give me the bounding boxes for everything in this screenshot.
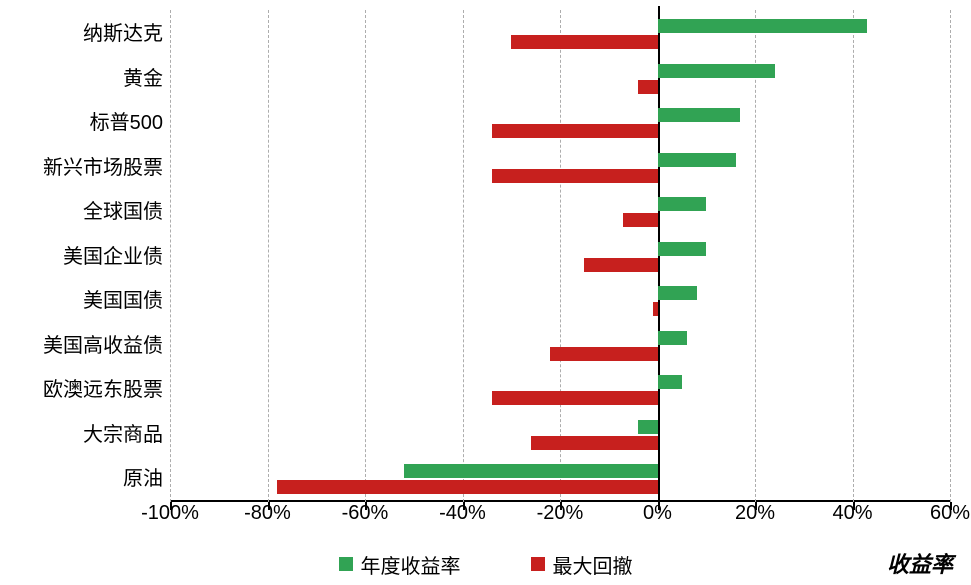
bar-max-drawdown xyxy=(638,80,658,94)
bar-max-drawdown xyxy=(492,391,658,405)
bar-max-drawdown xyxy=(550,347,657,361)
bar-annual-return xyxy=(658,197,707,211)
chart-container: 年度收益率 最大回撤 收益率 纳斯达克黄金标普500新兴市场股票全球国债美国企业… xyxy=(0,0,971,585)
gridline xyxy=(950,10,951,502)
bar-max-drawdown xyxy=(584,258,657,272)
x-tick-label: -20% xyxy=(520,502,600,525)
bar-max-drawdown xyxy=(277,480,657,494)
x-tick-label: 20% xyxy=(715,502,795,525)
legend-swatch-max-drawdown xyxy=(531,557,545,571)
gridline xyxy=(853,10,854,502)
x-tick-label: -40% xyxy=(423,502,503,525)
x-tick-label: -80% xyxy=(228,502,308,525)
x-tick-label: 0% xyxy=(618,502,698,525)
x-tick-label: -100% xyxy=(130,502,210,525)
category-label: 美国企业债 xyxy=(0,235,163,280)
bar-max-drawdown xyxy=(511,35,657,49)
legend-label-max-drawdown: 最大回撤 xyxy=(553,550,633,579)
bar-annual-return xyxy=(658,286,697,300)
category-label: 美国高收益债 xyxy=(0,324,163,369)
gridline xyxy=(463,10,464,502)
legend-item-max-drawdown: 最大回撤 xyxy=(531,550,633,579)
bar-annual-return xyxy=(404,464,658,478)
legend: 年度收益率 最大回撤 xyxy=(0,549,971,579)
category-label: 标普500 xyxy=(0,101,163,146)
gridline xyxy=(170,10,171,502)
category-label: 大宗商品 xyxy=(0,413,163,458)
category-label: 欧澳远东股票 xyxy=(0,368,163,413)
legend-swatch-annual-return xyxy=(339,557,353,571)
bar-annual-return xyxy=(658,375,682,389)
x-tick-label: 60% xyxy=(910,502,971,525)
bar-max-drawdown xyxy=(653,302,658,316)
category-label: 全球国债 xyxy=(0,190,163,235)
x-tick-label: 40% xyxy=(813,502,893,525)
gridline xyxy=(755,10,756,502)
bar-max-drawdown xyxy=(531,436,658,450)
bar-max-drawdown xyxy=(623,213,657,227)
category-label: 新兴市场股票 xyxy=(0,146,163,191)
bar-annual-return xyxy=(658,64,775,78)
bar-annual-return xyxy=(638,420,658,434)
category-label: 黄金 xyxy=(0,57,163,102)
bar-annual-return xyxy=(658,153,736,167)
bar-annual-return xyxy=(658,19,868,33)
plot-area xyxy=(170,12,950,502)
legend-label-annual-return: 年度收益率 xyxy=(361,550,461,579)
bar-max-drawdown xyxy=(492,124,658,138)
gridline xyxy=(365,10,366,502)
gridline xyxy=(560,10,561,502)
category-label: 纳斯达克 xyxy=(0,12,163,57)
legend-item-annual-return: 年度收益率 xyxy=(339,550,461,579)
bar-annual-return xyxy=(658,108,741,122)
bar-annual-return xyxy=(658,242,707,256)
bar-max-drawdown xyxy=(492,169,658,183)
category-label: 原油 xyxy=(0,457,163,502)
category-label: 美国国债 xyxy=(0,279,163,324)
gridline xyxy=(268,10,269,502)
bar-annual-return xyxy=(658,331,687,345)
x-axis-title: 收益率 xyxy=(887,547,953,579)
x-tick-label: -60% xyxy=(325,502,405,525)
